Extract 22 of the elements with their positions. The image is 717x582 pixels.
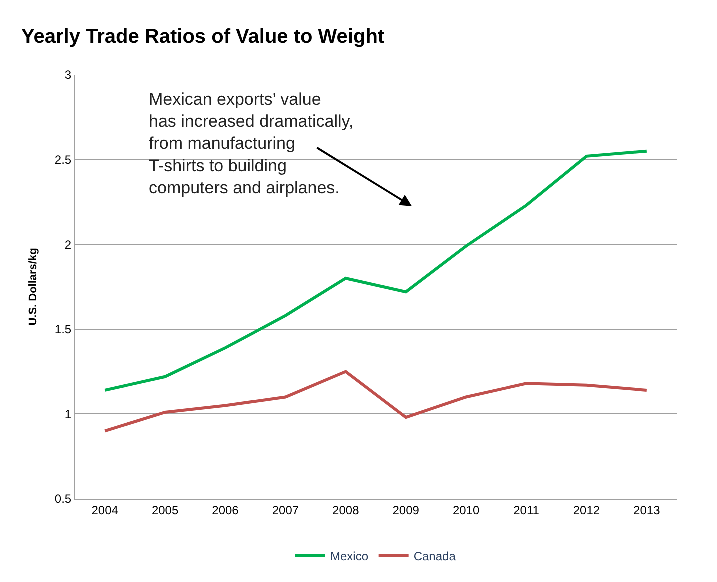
x-tick-label: 2006 — [212, 503, 240, 518]
x-tick-label: 2005 — [152, 503, 179, 518]
x-tick-label: 2010 — [452, 503, 480, 518]
chart-title: Yearly Trade Ratios of Value to Weight — [22, 26, 385, 48]
legend-label: Mexico — [330, 550, 369, 564]
legend-label: Canada — [414, 550, 456, 564]
x-tick-label: 2004 — [92, 503, 119, 518]
x-tick-label: 2012 — [573, 503, 600, 518]
y-tick-label: 1 — [64, 407, 72, 422]
y-tick-label: 2 — [64, 238, 72, 252]
y-tick-label: 1.5 — [54, 322, 72, 337]
x-tick-label: 2008 — [332, 503, 360, 518]
y-tick-label: 2.5 — [54, 153, 72, 167]
y-axis-title: U.S. Dollars/kg — [28, 248, 40, 326]
line-series — [104, 370, 648, 433]
x-tick-label: 2007 — [272, 503, 300, 518]
y-tick-label: 0.5 — [54, 492, 72, 506]
x-tick-label: 2011 — [514, 503, 540, 518]
x-tick-label: 2013 — [634, 503, 661, 518]
y-tick-label: 3 — [64, 68, 72, 82]
x-tick-label: 2009 — [392, 503, 420, 518]
annotation: Mexican exports’ value has increased dramatically, from manufacturing T-shirts to building computers and airplanes. — [149, 90, 354, 198]
